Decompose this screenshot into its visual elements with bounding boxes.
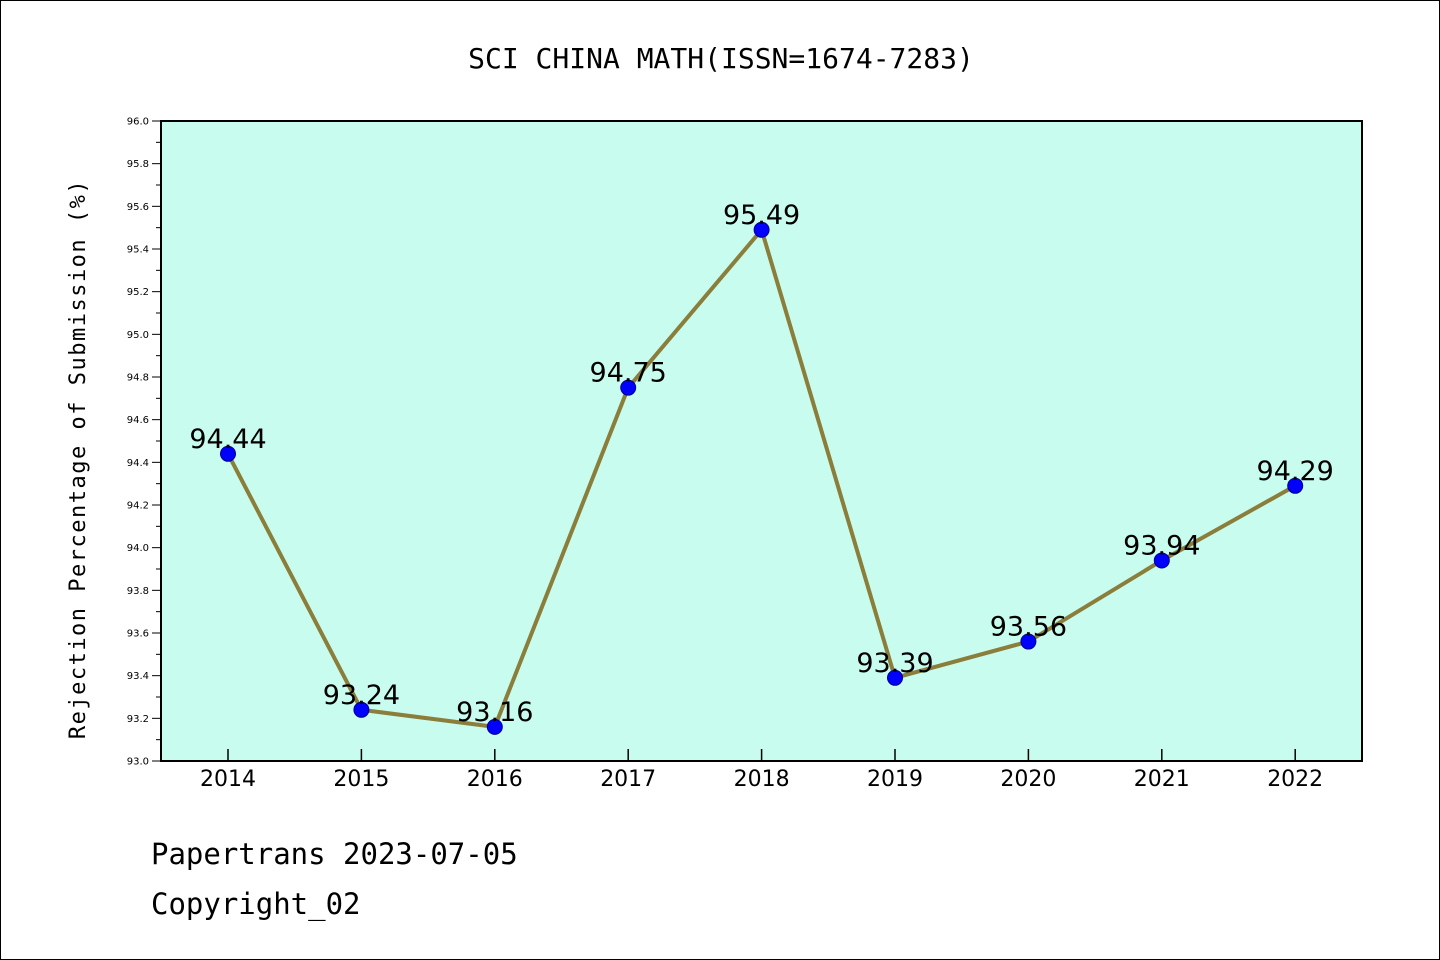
- y-tick-label: 94.6: [127, 415, 149, 426]
- y-tick-label: 95.2: [127, 287, 149, 298]
- data-point: [1153, 552, 1170, 569]
- data-point: [353, 701, 370, 718]
- x-tick-label: 2014: [200, 767, 256, 792]
- y-tick-label: 95.6: [127, 202, 149, 213]
- y-tick-label: 93.6: [127, 629, 149, 640]
- y-tick-label: 95.4: [127, 245, 149, 256]
- y-tick-label: 95.8: [127, 159, 149, 170]
- data-point: [220, 445, 236, 462]
- y-tick-label: 94.2: [127, 501, 149, 512]
- data-label: 93.16: [456, 697, 533, 728]
- data-point: [1020, 633, 1037, 650]
- x-tick-label: 2020: [1000, 767, 1056, 792]
- y-tick-label: 94.4: [127, 458, 149, 469]
- x-tick-label: 2022: [1267, 767, 1323, 792]
- data-point: [486, 718, 503, 735]
- x-tick-label: 2017: [600, 767, 656, 792]
- data-label: 93.39: [856, 648, 933, 679]
- chart-title: SCI CHINA MATH(ISSN=1674-7283): [468, 42, 974, 75]
- y-tick-label: 94.0: [127, 543, 149, 554]
- y-tick-label: 96.0: [127, 117, 149, 128]
- x-tick-label: 2015: [333, 767, 389, 792]
- data-label: 95.49: [723, 200, 800, 231]
- footer-date: Papertrans 2023-07-05: [151, 837, 518, 871]
- data-labels: 94.44 93.24 93.16 94.75 95.49 93.39 93.56 93.94…: [189, 200, 1333, 728]
- footer-copyright: Copyright_02: [151, 887, 361, 921]
- x-axis: 2014 2015 2016 2017 2018 2019 2020 2021 2022: [200, 749, 1323, 792]
- y-tick-label: 95.0: [127, 330, 149, 341]
- y-tick-label: 93.0: [127, 757, 149, 768]
- x-tick-label: 2019: [867, 767, 923, 792]
- data-label: 94.75: [590, 358, 667, 389]
- y-tick-label: 93.8: [127, 586, 149, 597]
- data-point: [887, 669, 903, 686]
- data-point: [753, 221, 770, 238]
- data-label: 93.24: [323, 680, 400, 711]
- y-axis: 93.0 93.2 93.4 93.6 93.8 94.0 94.2 94.4 94.6 94.8…: [127, 117, 161, 768]
- series-markers: [220, 221, 1304, 735]
- data-label: 93.56: [990, 612, 1067, 643]
- data-label: 93.94: [1123, 530, 1200, 561]
- data-label: 94.29: [1257, 456, 1334, 487]
- x-tick-label: 2021: [1134, 767, 1190, 792]
- data-label: 94.44: [189, 424, 266, 455]
- y-tick-label: 93.4: [127, 671, 149, 682]
- data-point: [1287, 477, 1304, 494]
- y-axis-label: Rejection Percentage of Submission (%): [66, 179, 91, 739]
- plot-frame: [160, 120, 1363, 762]
- data-point: [620, 379, 637, 396]
- x-tick-label: 2018: [734, 767, 790, 792]
- y-tick-label: 94.8: [127, 373, 149, 384]
- y-tick-label: 93.2: [127, 714, 149, 725]
- x-tick-label: 2016: [467, 767, 523, 792]
